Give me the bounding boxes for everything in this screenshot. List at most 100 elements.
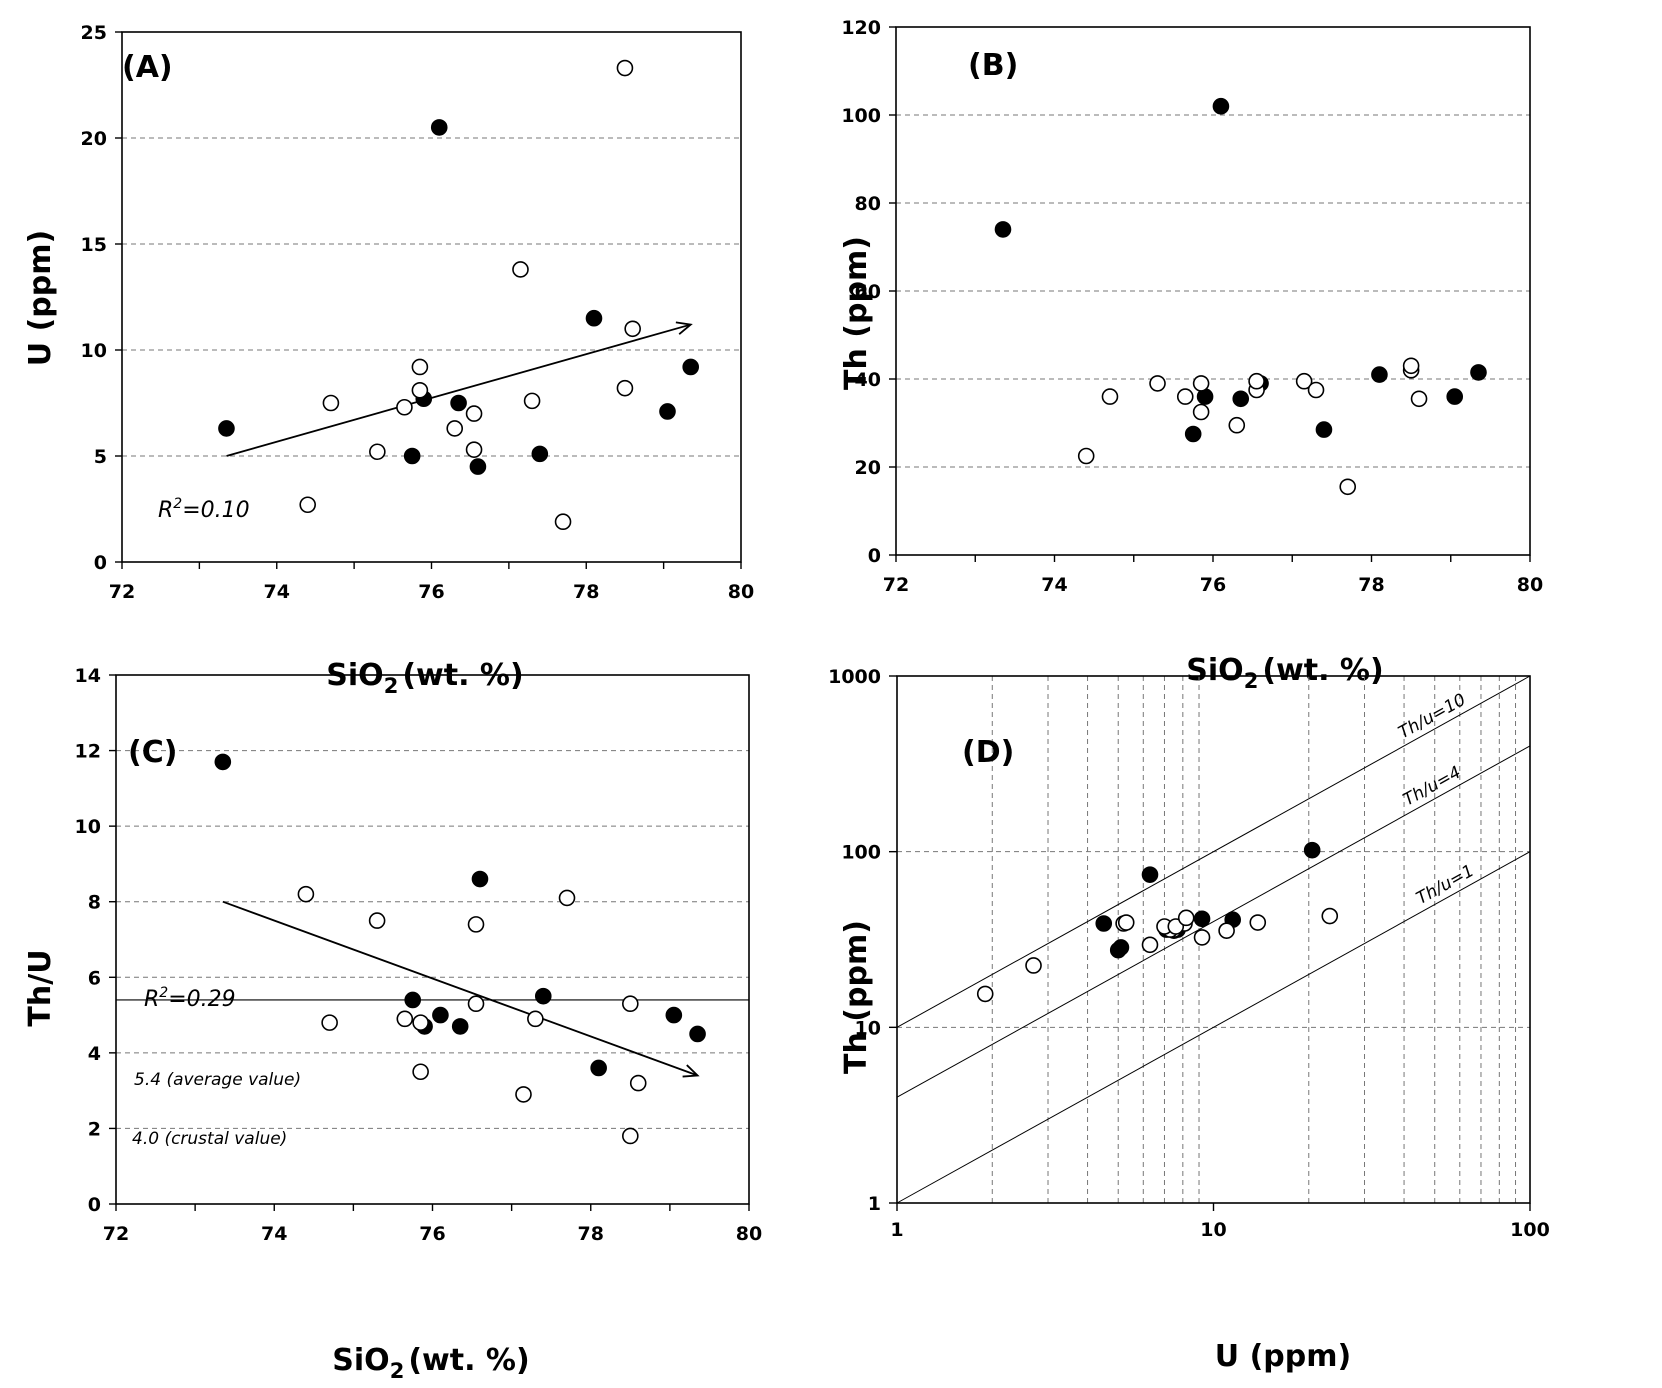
open-point-c bbox=[558, 889, 576, 907]
ratio-line-label: Th/u=4 bbox=[1400, 762, 1465, 810]
y-tick-label-b: 0 bbox=[868, 545, 881, 567]
panel-a: 72 74 76 78 80 0 5 10 15 20 25 (A) U (ppm) SiO2 (wt… bbox=[23, 22, 754, 698]
y-tick-label-b: 100 bbox=[841, 105, 881, 127]
open-point-d bbox=[1025, 957, 1042, 974]
open-point-a bbox=[411, 358, 429, 376]
filled-point-c bbox=[451, 1018, 469, 1035]
filled-point-a bbox=[659, 403, 676, 420]
filled-point-c bbox=[534, 987, 552, 1005]
y-tick-label-a: 10 bbox=[81, 340, 107, 362]
filled-point-b bbox=[1315, 421, 1333, 438]
open-point-a bbox=[299, 496, 317, 514]
y-tick-label-c: 14 bbox=[75, 665, 101, 687]
open-point-a bbox=[616, 59, 634, 77]
x-axis-label-a: SiO2 (wt. %) bbox=[326, 658, 523, 698]
filled-point-a bbox=[682, 358, 700, 376]
filled-point-d bbox=[1141, 866, 1159, 883]
x-axis-label-b: SiO2 (wt. %) bbox=[1186, 653, 1383, 693]
open-point-d bbox=[1218, 922, 1235, 939]
open-point-b bbox=[1402, 357, 1420, 375]
y-tick-label-d: 100 bbox=[841, 842, 881, 864]
r-squared-label-a: R2=0.10 bbox=[158, 496, 250, 523]
panel-label-d: (D) bbox=[962, 735, 1014, 770]
open-point-b bbox=[1410, 390, 1428, 408]
filled-point-a bbox=[469, 458, 487, 475]
x-tick-label-b: 72 bbox=[883, 574, 909, 596]
filled-point-a bbox=[430, 119, 448, 136]
trend-arrowhead-c bbox=[682, 1064, 700, 1078]
filled-point-b bbox=[1371, 366, 1388, 383]
y-tick-label-d: 10 bbox=[855, 1017, 881, 1039]
filled-point-d bbox=[1303, 841, 1321, 859]
x-tick-label-a: 78 bbox=[573, 581, 599, 603]
filled-point-d bbox=[1112, 939, 1130, 956]
open-point-a bbox=[396, 398, 413, 416]
trend-line-c bbox=[222, 900, 698, 1077]
x-tick-label-a: 74 bbox=[264, 581, 290, 603]
x-tick-label-a: 72 bbox=[109, 581, 135, 603]
panel-c: 72 74 76 78 80 0 2 4 6 8 10 12 14 (C) Th/U SiO2 (wt. … bbox=[23, 665, 762, 1383]
y-tick-label-d: 1000 bbox=[828, 666, 881, 688]
open-point-b bbox=[1248, 372, 1265, 390]
open-point-c bbox=[515, 1086, 532, 1103]
y-tick-label-c: 4 bbox=[88, 1043, 101, 1065]
y-tick-label-c: 6 bbox=[88, 967, 101, 989]
x-tick-label-b: 76 bbox=[1200, 574, 1226, 596]
open-point-b bbox=[1295, 372, 1313, 390]
filled-point-d bbox=[1095, 915, 1113, 932]
x-tick-label-c: 76 bbox=[419, 1223, 445, 1245]
trend-line-a bbox=[226, 323, 691, 457]
filled-point-c bbox=[432, 1006, 449, 1024]
y-axis-label-b: Th (ppm) bbox=[839, 236, 874, 390]
filled-point-b bbox=[994, 221, 1012, 238]
plot-frame-a bbox=[121, 31, 742, 563]
open-point-b bbox=[1339, 478, 1357, 496]
open-point-a bbox=[624, 320, 641, 338]
open-point-c bbox=[321, 1014, 338, 1031]
average-value-label: 5.4 (average value) bbox=[134, 1070, 301, 1090]
open-point-d bbox=[1321, 907, 1339, 925]
open-point-d bbox=[1141, 936, 1159, 954]
y-axis-label-d: Th (ppm) bbox=[839, 920, 874, 1074]
x-tick-label-a: 76 bbox=[418, 581, 444, 603]
open-point-c bbox=[467, 995, 485, 1013]
filled-point-a bbox=[450, 394, 467, 412]
open-point-c bbox=[629, 1074, 647, 1092]
filled-point-a bbox=[531, 445, 549, 463]
y-tick-label-b: 80 bbox=[855, 193, 881, 215]
ratio-line bbox=[896, 675, 1531, 1028]
plot-frame-c bbox=[115, 674, 750, 1205]
open-point-b bbox=[1192, 403, 1210, 421]
plot-layer-c: 72 74 76 78 80 0 2 4 6 8 10 12 14 bbox=[75, 665, 763, 1245]
ratio-line bbox=[896, 851, 1531, 1204]
filled-point-b bbox=[1470, 364, 1487, 381]
filled-point-c bbox=[689, 1025, 706, 1043]
ratio-line-label: Th/u=1 bbox=[1413, 861, 1478, 909]
open-point-a bbox=[322, 394, 340, 412]
y-tick-label-a: 0 bbox=[94, 552, 107, 574]
plot-layer-b: 72 74 76 78 80 0 20 40 60 80 100 120 bbox=[841, 17, 1543, 596]
filled-point-c bbox=[404, 991, 422, 1009]
x-tick-label-d: 1 bbox=[890, 1219, 903, 1241]
open-point-b bbox=[1307, 381, 1325, 399]
open-point-a bbox=[465, 405, 483, 422]
x-tick-label-b: 80 bbox=[1517, 574, 1543, 596]
y-tick-label-b: 60 bbox=[855, 281, 881, 303]
filled-point-c bbox=[471, 870, 489, 888]
x-tick-label-d: 10 bbox=[1200, 1219, 1226, 1241]
open-point-a bbox=[616, 379, 634, 397]
y-tick-label-b: 20 bbox=[855, 457, 881, 479]
filled-point-b bbox=[1184, 425, 1202, 443]
panel-label-b: (B) bbox=[968, 48, 1018, 83]
x-axis-label-c: SiO2 (wt. %) bbox=[332, 1343, 529, 1383]
filled-point-a bbox=[585, 309, 603, 327]
x-axis-label-d: U (ppm) bbox=[1215, 1339, 1351, 1374]
ratio-line-label: Th/u=10 bbox=[1395, 690, 1469, 743]
open-point-a bbox=[512, 261, 529, 278]
x-tick-label-b: 78 bbox=[1358, 574, 1384, 596]
filled-point-d bbox=[1193, 910, 1211, 928]
open-point-d bbox=[1117, 914, 1135, 931]
panel-b: 72 74 76 78 80 0 20 40 60 80 100 120 (B) Th (ppm) S… bbox=[839, 17, 1543, 693]
